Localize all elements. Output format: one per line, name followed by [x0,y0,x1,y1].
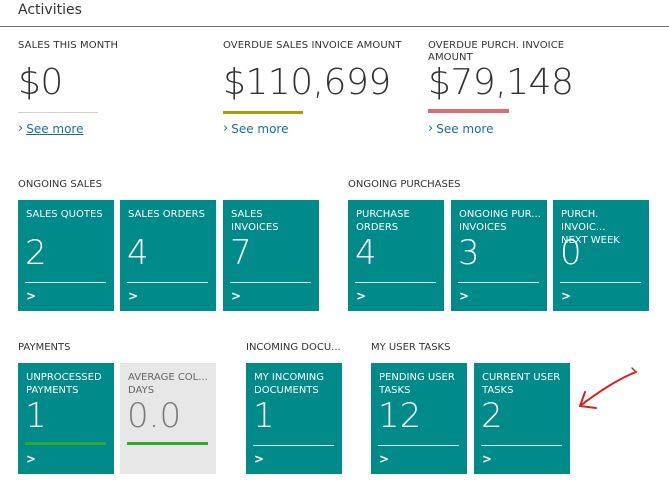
tile-ongoing-purch-invoices[interactable]: ONGOING PUR... INVOICES 3 > [451,200,547,311]
chevron-right-icon: › [428,121,434,136]
kpi-label-sales-this-month: SALES THIS MONTH [18,40,119,51]
tile-divider [481,445,562,446]
tile-label: PURCHASE ORDERS [356,209,410,233]
kpi-label-overdue-purch: OVERDUE PURCH. INVOICE AMOUNT [428,40,565,63]
tile-my-incoming-documents[interactable]: MY INCOMING DOCUMENTS 1 > [246,363,342,474]
tile-value: 1 [253,396,275,436]
tile-label: PURCH. INVOIC... NEXT WEEK [561,209,620,246]
kpi-value-overdue-sales[interactable]: $110,699 [223,62,391,103]
status-bar-green [127,442,208,445]
see-more-link-sales[interactable]: › See more [18,121,83,136]
chevron-right-icon: > [26,289,37,303]
tile-divider [458,282,539,283]
annotation-arrow-icon [579,367,637,409]
group-label-my-user-tasks: MY USER TASKS [371,342,451,353]
kpi-line-overdue-sales [223,111,303,114]
chevron-right-icon: > [356,289,367,303]
tile-value: 12 [378,396,422,436]
tile-label: UNPROCESSED PAYMENTS [26,372,102,396]
tile-divider [25,282,106,283]
tile-divider [253,445,334,446]
see-more-label: See more [26,121,84,136]
tile-label: PENDING USER TASKS [379,372,455,396]
tile-label: SALES ORDERS [128,209,205,220]
tile-divider [560,282,641,283]
tile-unprocessed-payments[interactable]: UNPROCESSED PAYMENTS 1 > [18,363,114,474]
tile-value: 7 [230,233,252,273]
tile-value: 1 [25,396,47,436]
tile-divider [127,282,208,283]
kpi-value-sales-this-month[interactable]: $0 [18,62,63,103]
kpi-label-overdue-sales: OVERDUE SALES INVOICE AMOUNT [223,40,402,51]
see-more-link-overdue-purch[interactable]: › See more [428,121,493,136]
chevron-right-icon: › [18,121,24,136]
tile-value: 0.0 [127,396,182,436]
tile-sales-invoices[interactable]: SALES INVOICES 7 > [223,200,319,311]
kpi-value-overdue-purch[interactable]: $79,148 [428,62,574,103]
tile-current-user-tasks[interactable]: CURRENT USER TASKS 2 > [474,363,570,474]
tile-average-collection-days[interactable]: AVERAGE COL... DAYS 0.0 [120,363,216,474]
tile-sales-quotes[interactable]: SALES QUOTES 2 > [18,200,114,311]
tile-purchase-orders[interactable]: PURCHASE ORDERS 4 > [348,200,444,311]
chevron-right-icon: › [223,121,229,136]
chevron-right-icon: > [379,452,390,466]
chevron-right-icon: > [254,452,265,466]
group-label-incoming-documents: INCOMING DOCU... [246,342,341,353]
status-bar-green [25,442,106,445]
group-label-ongoing-sales: ONGOING SALES [18,179,102,190]
activities-title: Activities [18,2,82,18]
tile-value: 3 [458,233,480,273]
tile-divider [378,445,459,446]
tile-label: CURRENT USER TASKS [482,372,561,396]
tile-pending-user-tasks[interactable]: PENDING USER TASKS 12 > [371,363,467,474]
tile-purch-invoices-next-week[interactable]: PURCH. INVOIC... NEXT WEEK 0 > [553,200,649,311]
tile-value: 4 [355,233,377,273]
chevron-right-icon: > [459,289,470,303]
kpi-line-sales-this-month [18,112,98,113]
tile-label: AVERAGE COL... DAYS [128,372,208,396]
chevron-right-icon: > [231,289,242,303]
tile-label: SALES QUOTES [26,209,103,220]
tile-divider [230,282,311,283]
tile-sales-orders[interactable]: SALES ORDERS 4 > [120,200,216,311]
chevron-right-icon: > [26,452,37,466]
chevron-right-icon: > [482,452,493,466]
tile-label: SALES INVOICES [231,209,279,233]
see-more-label: See more [231,121,289,136]
chevron-right-icon: > [561,289,572,303]
tile-value: 2 [481,396,503,436]
tile-value: 2 [25,233,47,273]
see-more-link-overdue-sales[interactable]: › See more [223,121,288,136]
chevron-right-icon: > [128,289,139,303]
tile-value: 4 [127,233,149,273]
group-label-payments: PAYMENTS [18,342,71,353]
group-label-ongoing-purchases: ONGOING PURCHASES [348,179,461,190]
header-divider [0,26,669,27]
tile-label: ONGOING PUR... INVOICES [459,209,541,233]
tile-divider [355,282,436,283]
kpi-line-overdue-purch [428,109,509,113]
see-more-label: See more [436,121,494,136]
tile-value: 0 [560,233,582,273]
tile-label: MY INCOMING DOCUMENTS [254,372,325,396]
